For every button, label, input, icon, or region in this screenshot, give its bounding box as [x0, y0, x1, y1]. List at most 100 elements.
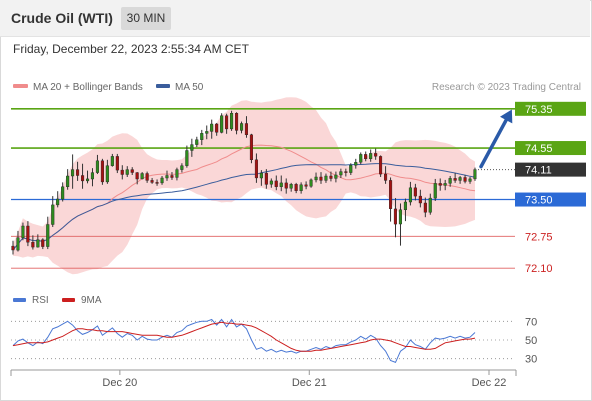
- candle-body: [239, 123, 244, 131]
- support-level-label: 72.75: [525, 231, 553, 243]
- candle-body: [51, 204, 55, 225]
- candle-body: [398, 209, 403, 225]
- candle-body: [284, 182, 288, 189]
- x-axis-tick-label: Dec 21: [292, 377, 327, 389]
- candle-body: [418, 195, 422, 204]
- candle-body: [100, 160, 104, 183]
- level-label-text: 73.50: [525, 195, 553, 207]
- x-axis-tick-label: Dec 20: [102, 377, 137, 389]
- candle-body: [374, 153, 378, 157]
- candle-body: [160, 177, 164, 184]
- candle-body: [289, 184, 293, 189]
- candle-body: [438, 183, 442, 186]
- candle-body: [384, 173, 388, 181]
- candle-body: [389, 180, 393, 209]
- level-label-text: 74.11: [525, 165, 552, 177]
- candle-body: [31, 241, 35, 248]
- ma20-legend-label: MA 20 + Bollinger Bands: [33, 82, 143, 93]
- candle-body: [299, 184, 303, 191]
- candle-body: [458, 177, 462, 181]
- candle-body: [46, 224, 50, 247]
- candle-body: [433, 183, 437, 199]
- candle-body: [274, 180, 278, 187]
- ma50-legend-label: MA 50: [175, 82, 204, 93]
- candle-body: [26, 225, 30, 243]
- support-level-label: 72.10: [525, 263, 553, 275]
- timeframe-button[interactable]: 30 MIN: [121, 7, 171, 30]
- candle-body: [443, 183, 447, 186]
- candle-body: [229, 112, 234, 130]
- candle-body: [468, 178, 472, 182]
- candle-body: [334, 174, 338, 179]
- credit-text: Research © 2023 Trading Central: [432, 82, 581, 93]
- candle-body: [215, 123, 219, 133]
- candle-body: [428, 197, 432, 213]
- candle-body: [314, 176, 318, 181]
- price-pane: 75.35 74.55 74.11 73.50 72.75 72.10: [11, 97, 586, 275]
- candle-body: [21, 225, 25, 239]
- timestamp: Friday, December 22, 2023 2:55:34 AM CET: [13, 42, 249, 56]
- candle-body: [175, 169, 179, 178]
- candle-body: [423, 202, 427, 213]
- candle-body: [339, 171, 343, 176]
- candle-body: [205, 131, 209, 134]
- candle-body: [90, 172, 94, 180]
- candle-body: [269, 180, 273, 185]
- candle-body: [115, 156, 119, 171]
- candle-body: [85, 178, 90, 182]
- ma9-legend-swatch: [62, 298, 75, 302]
- candle-body: [319, 176, 323, 181]
- rsi-legend-label: RSI: [32, 295, 49, 306]
- candle-body: [210, 123, 214, 132]
- candle-body: [11, 245, 15, 251]
- rsi-ma9-line: [12, 321, 476, 352]
- level-label-box: [515, 141, 586, 156]
- candle-body: [344, 171, 348, 173]
- candle-body: [130, 169, 134, 173]
- instrument-title: Crude Oil (WTI): [11, 10, 113, 26]
- candle-body: [41, 239, 45, 247]
- candle-body: [309, 179, 313, 187]
- candle-body: [403, 201, 408, 211]
- candle-body: [369, 153, 373, 159]
- candle-body: [254, 159, 259, 179]
- candle-body: [264, 172, 268, 185]
- candle-body: [80, 175, 85, 182]
- candle-body: [36, 239, 40, 248]
- x-axis-tick-label: Dec 22: [472, 377, 507, 389]
- candle-body: [195, 139, 199, 145]
- candle-body: [190, 144, 194, 151]
- candle-body: [16, 237, 20, 251]
- candle-body: [473, 169, 477, 180]
- target-arrowhead: [499, 109, 513, 124]
- candle-body: [95, 160, 99, 173]
- candle-body: [244, 123, 249, 136]
- rsi-tick-label: 70: [525, 316, 537, 328]
- candle-body: [324, 175, 328, 181]
- candle-body: [408, 187, 413, 203]
- candle-body: [249, 134, 254, 161]
- candle-body: [105, 165, 109, 183]
- candle-body: [379, 156, 383, 175]
- candle-body: [155, 182, 159, 184]
- rsi-tick-label: 50: [525, 335, 537, 347]
- candle-body: [448, 178, 452, 184]
- candle-body: [463, 177, 467, 182]
- candle-body: [61, 186, 65, 200]
- candle-body: [294, 184, 298, 191]
- candle-body: [453, 178, 457, 181]
- candle-body: [75, 169, 80, 176]
- candle-body: [259, 172, 263, 179]
- rsi-line: [12, 318, 476, 364]
- candle-body: [359, 154, 363, 163]
- candle-body: [304, 184, 308, 187]
- ma50-legend-swatch: [156, 84, 170, 88]
- candle-body: [170, 175, 174, 178]
- rsi-pane: RSI 9MA 70 50 30: [11, 295, 537, 366]
- candle-body: [125, 169, 129, 175]
- level-label-box: [515, 192, 586, 207]
- bollinger-band: [13, 97, 475, 275]
- candle-body: [279, 182, 283, 187]
- candle-body: [413, 187, 417, 197]
